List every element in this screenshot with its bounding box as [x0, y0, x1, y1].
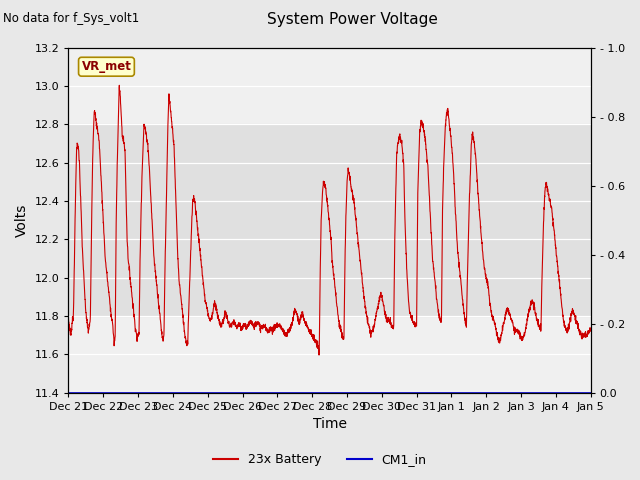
Y-axis label: Volts: Volts [15, 204, 29, 237]
Text: VR_met: VR_met [81, 60, 131, 73]
Bar [68, 124, 591, 316]
Text: System Power Voltage: System Power Voltage [267, 12, 437, 27]
Legend: 23x Battery, CM1_in: 23x Battery, CM1_in [208, 448, 432, 471]
X-axis label: Time: Time [312, 418, 347, 432]
Text: No data for f_Sys_volt1: No data for f_Sys_volt1 [3, 12, 140, 25]
